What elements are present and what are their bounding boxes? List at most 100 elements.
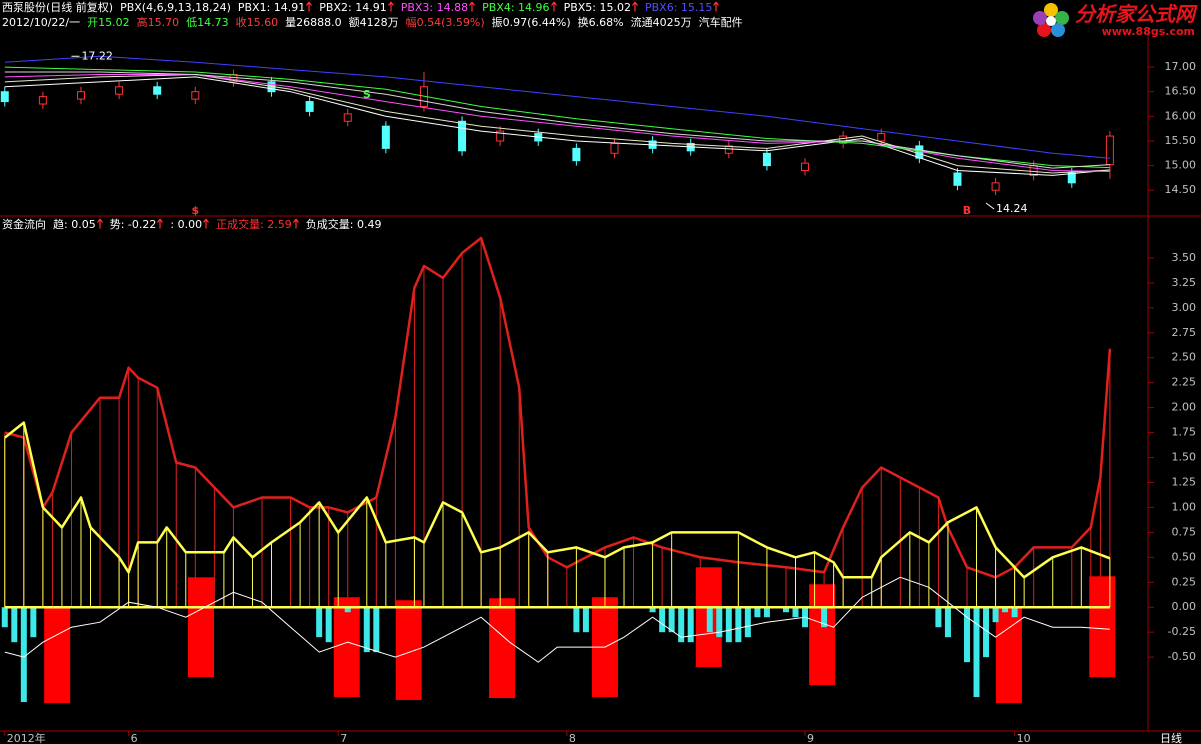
bar xyxy=(963,607,970,663)
header-item: 收15.60 xyxy=(236,16,279,30)
header-item: 高15.70 xyxy=(137,16,180,30)
header-line: 2012/10/22/一 开15.02 高15.70 低14.73 收15.60 量268… xyxy=(2,16,743,30)
x-tick-label: 2012年 xyxy=(7,731,46,744)
candle-body xyxy=(115,86,124,95)
header-text: PBX4: 14.96 xyxy=(482,1,550,14)
candle-body xyxy=(38,96,47,105)
candle-body xyxy=(839,135,848,144)
header-item: 负成交量: 0.49 xyxy=(306,218,382,232)
indicator-header: 资金流向 趋: 0.05 势: -0.22: 0.00 正成交量: 2.59 负成交量:… xyxy=(2,218,381,232)
bar xyxy=(649,607,656,613)
header-item: PBX2: 14.91 xyxy=(319,1,394,15)
signal: B xyxy=(963,204,971,217)
moving-average xyxy=(4,71,1110,169)
y-tick-label: 2.75 xyxy=(1172,326,1197,339)
bar xyxy=(668,607,675,633)
bar xyxy=(316,607,323,638)
header-item: PBX1: 14.91 xyxy=(237,1,313,15)
header-text: 趋: 0.05 xyxy=(53,218,96,231)
annotation: 17.22 xyxy=(81,49,113,62)
header-item: 西泵股份(日线 前复权) xyxy=(2,1,113,15)
range-bar xyxy=(395,600,422,701)
series-outline xyxy=(4,421,1111,579)
header-text: 流通4025万 xyxy=(630,16,692,29)
bar xyxy=(706,607,713,633)
y-tick-label: 3.00 xyxy=(1172,301,1197,314)
arrow-icon xyxy=(631,1,638,12)
bar xyxy=(1,607,8,628)
bar xyxy=(20,607,27,703)
bar xyxy=(582,607,589,633)
header-item: 额4128万 xyxy=(349,16,399,30)
header-text: PBX1: 14.91 xyxy=(237,1,306,14)
header-text: 量26888.0 xyxy=(285,16,342,29)
logo-url: www.88gs.com xyxy=(1101,24,1195,38)
header-text: PBX2: 14.91 xyxy=(319,1,387,14)
range-bar xyxy=(809,584,836,686)
y-tick-label: 0.75 xyxy=(1172,525,1197,538)
header-item: PBX4: 14.96 xyxy=(482,1,557,15)
bar xyxy=(573,607,580,633)
bar xyxy=(1011,607,1018,618)
candle-body xyxy=(305,101,314,112)
range-bar xyxy=(489,598,516,699)
x-tick-label: 6 xyxy=(131,732,138,744)
candle-body xyxy=(191,91,200,100)
candle-body xyxy=(801,162,810,172)
x-tick-label: 9 xyxy=(807,732,814,744)
range-bar xyxy=(1089,576,1116,678)
arrow-icon xyxy=(306,1,313,12)
y-tick-label: 1.50 xyxy=(1172,451,1197,464)
header-item: : 0.00 xyxy=(170,218,210,232)
bar xyxy=(821,607,828,628)
header-text: 低14.73 xyxy=(186,16,229,29)
bar xyxy=(678,607,685,643)
arrow-icon xyxy=(469,1,476,12)
range-bar xyxy=(995,607,1022,704)
bar xyxy=(744,607,751,638)
candle-body xyxy=(153,86,162,95)
candle-body xyxy=(1105,135,1114,166)
bar xyxy=(792,607,799,618)
bar xyxy=(935,607,942,628)
header-text: 汽车配件 xyxy=(698,16,743,29)
header-item: 正成交量: 2.59 xyxy=(216,218,299,232)
bar xyxy=(944,607,951,638)
header-text: 振0.97(6.44%) xyxy=(491,16,571,29)
candle-body xyxy=(381,125,390,149)
header-item: 幅0.54(3.59%) xyxy=(406,16,485,30)
candle-body xyxy=(458,120,467,152)
arrow-icon xyxy=(96,218,103,229)
bar xyxy=(973,607,980,698)
series-outline xyxy=(4,236,1112,579)
candle-body xyxy=(724,145,733,154)
header-text: : 0.00 xyxy=(170,218,203,231)
y-tick-label: 2.50 xyxy=(1172,351,1197,364)
header-line: 西泵股份(日线 前复权) PBX(4,6,9,13,18,24) PBX1: 14.… xyxy=(2,1,720,15)
annotation: 14.24 xyxy=(996,202,1028,215)
header-text: 资金流向 xyxy=(2,218,46,231)
candle-body xyxy=(0,91,9,103)
header-text: PBX6: 15.15 xyxy=(644,1,713,14)
x-tick-label: 10 xyxy=(1017,732,1031,744)
y-tick-label: 1.25 xyxy=(1172,475,1197,488)
bar xyxy=(992,607,999,623)
y-tick-label: 1.00 xyxy=(1172,500,1197,513)
header-text: 高15.70 xyxy=(136,16,180,29)
arrow-icon xyxy=(292,218,299,229)
candle-body xyxy=(610,142,619,154)
bar xyxy=(325,607,332,643)
logo: 分析家公式网 www.88gs.com xyxy=(1031,2,1195,38)
annotation-pointer xyxy=(985,202,995,210)
y-tick-label: 3.50 xyxy=(1172,251,1197,264)
header-text: PBX3: 14.88 xyxy=(400,1,469,14)
bar xyxy=(735,607,742,643)
bar xyxy=(363,607,370,653)
y-tick-label: 2.25 xyxy=(1172,376,1197,389)
x-tick-label: 7 xyxy=(340,732,347,744)
candle-body xyxy=(877,133,886,142)
y-tick-label: 0.50 xyxy=(1172,550,1197,563)
y-tick-label: -0.50 xyxy=(1168,650,1196,663)
candle-body xyxy=(496,130,505,142)
